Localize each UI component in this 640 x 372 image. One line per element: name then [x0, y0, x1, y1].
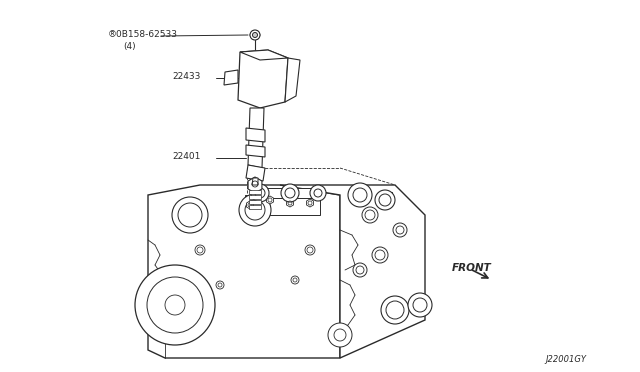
Polygon shape	[246, 145, 265, 157]
Circle shape	[285, 188, 295, 198]
Circle shape	[314, 189, 322, 197]
Circle shape	[310, 185, 326, 201]
Circle shape	[178, 203, 202, 227]
Circle shape	[172, 197, 208, 233]
Circle shape	[147, 277, 203, 333]
Circle shape	[353, 188, 367, 202]
Circle shape	[216, 281, 224, 289]
Circle shape	[328, 323, 352, 347]
Circle shape	[291, 276, 299, 284]
Polygon shape	[246, 165, 265, 181]
Circle shape	[408, 293, 432, 317]
Circle shape	[379, 194, 391, 206]
Polygon shape	[248, 108, 264, 168]
Polygon shape	[240, 50, 288, 60]
Polygon shape	[246, 201, 253, 209]
Text: FRONT: FRONT	[452, 263, 492, 273]
Polygon shape	[380, 192, 392, 202]
Polygon shape	[148, 185, 340, 358]
Text: J22001GY: J22001GY	[545, 356, 586, 365]
Circle shape	[281, 184, 299, 202]
Circle shape	[353, 263, 367, 277]
Text: 22401: 22401	[172, 151, 200, 160]
Text: 22433: 22433	[172, 71, 200, 80]
Polygon shape	[245, 195, 320, 215]
Polygon shape	[248, 177, 262, 193]
Circle shape	[253, 32, 257, 38]
Circle shape	[362, 207, 378, 223]
Circle shape	[239, 194, 271, 226]
Circle shape	[245, 200, 265, 220]
Polygon shape	[249, 205, 261, 209]
Circle shape	[135, 265, 215, 345]
Circle shape	[165, 295, 185, 315]
Circle shape	[393, 223, 407, 237]
Circle shape	[381, 296, 409, 324]
Circle shape	[348, 183, 372, 207]
Polygon shape	[255, 188, 320, 198]
Polygon shape	[355, 188, 368, 200]
Circle shape	[250, 30, 260, 40]
Polygon shape	[287, 199, 294, 207]
Polygon shape	[224, 70, 238, 85]
Circle shape	[375, 190, 395, 210]
Polygon shape	[250, 31, 260, 39]
Circle shape	[372, 247, 388, 263]
Polygon shape	[249, 195, 261, 199]
Text: (4): (4)	[123, 42, 136, 51]
Circle shape	[251, 184, 269, 202]
Polygon shape	[285, 58, 300, 102]
Polygon shape	[249, 200, 261, 204]
Polygon shape	[252, 178, 258, 185]
Polygon shape	[249, 190, 261, 194]
Text: ®0B158-62533: ®0B158-62533	[108, 29, 178, 38]
Circle shape	[305, 245, 315, 255]
Polygon shape	[266, 196, 273, 204]
Polygon shape	[246, 128, 265, 142]
Polygon shape	[238, 50, 288, 108]
Circle shape	[195, 245, 205, 255]
Circle shape	[255, 188, 265, 198]
Polygon shape	[307, 199, 314, 207]
Polygon shape	[280, 185, 425, 358]
